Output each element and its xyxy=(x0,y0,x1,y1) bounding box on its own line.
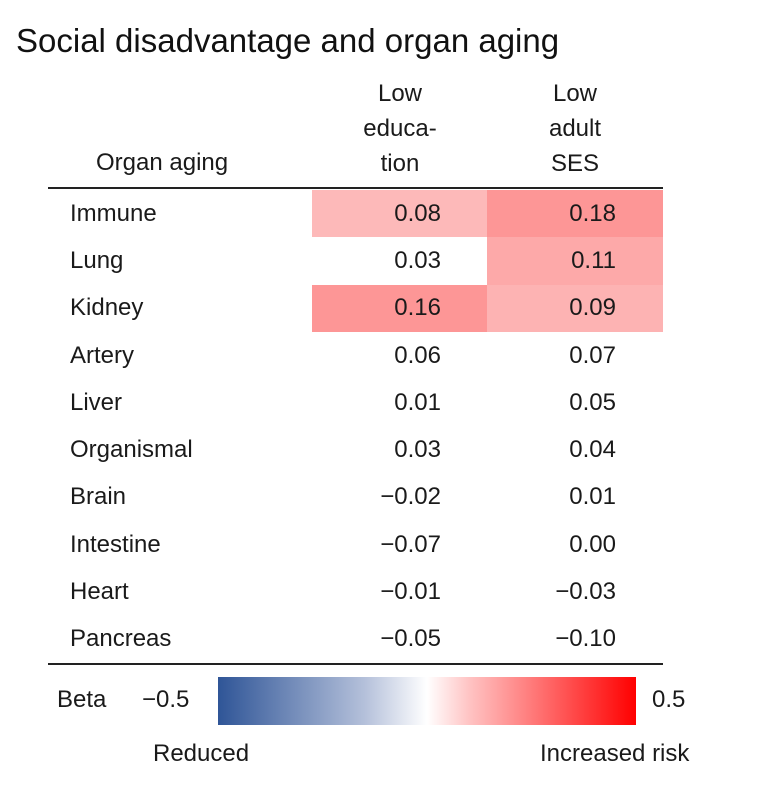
column-header-line: Low xyxy=(552,80,598,107)
heatmap-cell: 0.05 xyxy=(569,388,616,416)
row-header-organ-aging: Organ aging xyxy=(96,149,229,176)
colorbar-min-label: −0.5 xyxy=(142,686,190,713)
heatmap-cell: −0.10 xyxy=(555,625,616,653)
organ-label: Pancreas xyxy=(70,625,172,653)
organ-label: Organismal xyxy=(70,436,193,464)
table-row: Organismal 0.03 0.04 xyxy=(48,426,663,473)
table-row: Brain −0.02 0.01 xyxy=(48,474,663,521)
heatmap-cell: −0.02 xyxy=(380,483,441,511)
heatmap-cell: 0.03 xyxy=(394,436,441,464)
organ-label: Immune xyxy=(70,199,157,227)
organ-label: Brain xyxy=(70,483,127,511)
table-row: Intestine −0.07 0.00 xyxy=(48,521,663,568)
table-row: Heart −0.01 −0.03 xyxy=(48,568,663,615)
column-header-line: Low xyxy=(377,80,423,107)
heatmap-cell: −0.01 xyxy=(380,578,441,606)
heatmap-cell: −0.07 xyxy=(380,530,441,558)
colorbar-low-caption: Reduced xyxy=(153,740,250,767)
heatmap-cell: 0.11 xyxy=(487,237,663,285)
table-row: Pancreas −0.05 −0.10 xyxy=(48,616,663,663)
heatmap-cell: 0.08 xyxy=(312,190,487,238)
colorbar-high-caption: Increased risk xyxy=(540,740,690,767)
organ-label: Lung xyxy=(70,246,124,274)
colorbar xyxy=(218,677,636,725)
colorbar-title: Beta xyxy=(57,686,107,713)
table-row: Lung 0.03 0.11 xyxy=(48,237,663,285)
heatmap-cell: 0.16 xyxy=(312,284,487,332)
table-row: Liver 0.01 0.05 xyxy=(48,379,663,426)
heatmap-cell: 0.01 xyxy=(569,483,616,511)
organ-label: Liver xyxy=(70,388,123,416)
heatmap-table: Immune 0.08 0.18 Lung 0.03 0.11 Kidney 0.16 0.09… xyxy=(48,190,663,663)
heatmap-cell: 0.00 xyxy=(569,530,616,558)
table-row: Immune 0.08 0.18 xyxy=(48,190,663,238)
heatmap-cell: −0.03 xyxy=(555,578,616,606)
heatmap-cell: 0.06 xyxy=(394,341,441,369)
column-header-low-adult-ses: Low adult SES xyxy=(500,76,650,181)
column-header-line: SES xyxy=(550,150,600,177)
heatmap-cell: 0.07 xyxy=(569,341,616,369)
colorbar-max-label: 0.5 xyxy=(652,686,686,713)
organ-label: Kidney xyxy=(70,294,144,322)
column-header-line: adult xyxy=(548,115,602,142)
heatmap-cell: 0.09 xyxy=(487,284,663,332)
heatmap-cell: 0.04 xyxy=(569,436,616,464)
heatmap-cell: 0.01 xyxy=(394,388,441,416)
heatmap-cell: −0.05 xyxy=(380,625,441,653)
table-top-rule xyxy=(48,187,663,189)
table-bottom-rule xyxy=(48,663,663,665)
table-row: Artery 0.06 0.07 xyxy=(48,332,663,379)
column-header-line: tion xyxy=(380,150,420,177)
column-header-low-education: Low educa- tion xyxy=(325,76,475,181)
column-header-line: educa- xyxy=(363,115,437,142)
organ-label: Heart xyxy=(70,578,129,606)
chart-title: Social disadvantage and organ aging xyxy=(16,22,560,59)
organ-label: Artery xyxy=(70,341,135,369)
heatmap-cell: 0.03 xyxy=(394,246,441,274)
table-row: Kidney 0.16 0.09 xyxy=(48,284,663,332)
heatmap-cell: 0.18 xyxy=(487,190,663,238)
organ-label: Intestine xyxy=(70,530,161,558)
